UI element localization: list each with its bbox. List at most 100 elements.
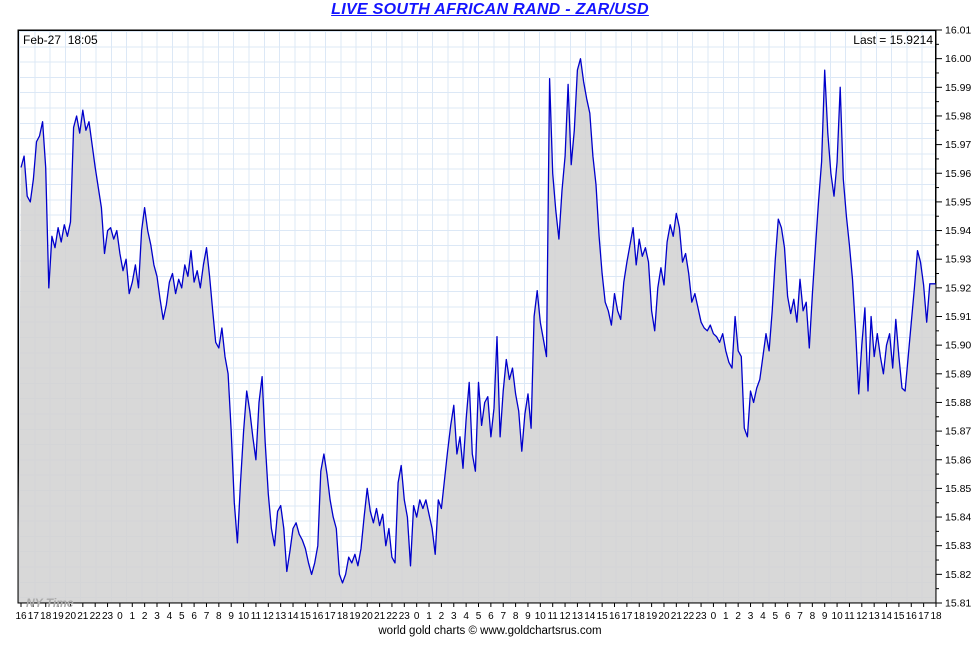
svg-text:8: 8 (810, 611, 816, 622)
svg-text:22: 22 (90, 611, 102, 622)
svg-text:18: 18 (634, 611, 646, 622)
svg-text:20: 20 (65, 611, 77, 622)
svg-text:4: 4 (167, 611, 173, 622)
svg-text:15: 15 (597, 611, 609, 622)
svg-text:13: 13 (275, 611, 287, 622)
svg-text:5: 5 (179, 611, 185, 622)
svg-text:14: 14 (881, 611, 893, 622)
svg-text:14: 14 (584, 611, 596, 622)
svg-text:12: 12 (263, 611, 275, 622)
svg-text:23: 23 (696, 611, 708, 622)
svg-text:9: 9 (525, 611, 531, 622)
svg-text:17: 17 (28, 611, 40, 622)
svg-text:15.84: 15.84 (945, 512, 971, 524)
svg-text:9: 9 (228, 611, 234, 622)
svg-text:15.97: 15.97 (945, 139, 971, 151)
svg-text:15.82: 15.82 (945, 569, 971, 581)
svg-text:17: 17 (621, 611, 633, 622)
svg-text:16: 16 (906, 611, 918, 622)
svg-text:5: 5 (476, 611, 482, 622)
svg-text:0: 0 (711, 611, 717, 622)
svg-text:15.99: 15.99 (945, 82, 971, 94)
svg-text:8: 8 (216, 611, 222, 622)
timezone-label: NY Time (26, 596, 74, 610)
svg-text:10: 10 (832, 611, 844, 622)
svg-text:21: 21 (374, 611, 386, 622)
svg-text:23: 23 (102, 611, 114, 622)
svg-text:15.83: 15.83 (945, 540, 971, 552)
svg-text:19: 19 (349, 611, 361, 622)
area-fill (18, 58, 936, 603)
svg-text:2: 2 (735, 611, 741, 622)
x-axis: 16 17 18 19 20 21 22 23 0 1 2 3 4 5 6 7 8 9 10 11 12 13 14 15 16… (15, 603, 942, 622)
svg-text:2: 2 (439, 611, 445, 622)
svg-text:7: 7 (797, 611, 803, 622)
svg-text:15: 15 (893, 611, 905, 622)
svg-text:15.96: 15.96 (945, 168, 971, 180)
svg-text:4: 4 (760, 611, 766, 622)
svg-text:21: 21 (77, 611, 89, 622)
svg-text:16.01: 16.01 (945, 25, 971, 37)
svg-text:19: 19 (646, 611, 658, 622)
svg-text:16: 16 (312, 611, 324, 622)
svg-text:8: 8 (513, 611, 519, 622)
svg-text:15.81: 15.81 (945, 598, 971, 610)
svg-text:15.93: 15.93 (945, 254, 971, 266)
svg-text:13: 13 (572, 611, 584, 622)
svg-text:11: 11 (251, 611, 262, 622)
copyright-caption: world gold charts © www.goldchartsrus.co… (378, 625, 602, 637)
y-axis: 15.81 15.82 15.83 15.84 15.85 15.86 15.87 15.88… (936, 25, 971, 610)
svg-text:15.89: 15.89 (945, 368, 971, 380)
svg-text:1: 1 (723, 611, 729, 622)
svg-text:20: 20 (658, 611, 670, 622)
svg-text:6: 6 (191, 611, 197, 622)
timestamp-label: Feb-27 18:05 (23, 33, 98, 47)
svg-text:3: 3 (451, 611, 457, 622)
svg-text:16: 16 (15, 611, 27, 622)
svg-text:10: 10 (238, 611, 250, 622)
svg-text:22: 22 (683, 611, 695, 622)
svg-text:15.85: 15.85 (945, 483, 971, 495)
svg-text:3: 3 (748, 611, 754, 622)
last-price-label: Last = 15.9214 (853, 33, 933, 47)
svg-text:11: 11 (844, 611, 855, 622)
svg-text:6: 6 (785, 611, 791, 622)
svg-text:20: 20 (362, 611, 374, 622)
svg-text:18: 18 (337, 611, 349, 622)
svg-text:15.95: 15.95 (945, 196, 971, 208)
svg-text:19: 19 (53, 611, 65, 622)
svg-text:15.98: 15.98 (945, 110, 971, 122)
svg-text:18: 18 (40, 611, 52, 622)
svg-text:1: 1 (426, 611, 432, 622)
svg-text:7: 7 (204, 611, 210, 622)
svg-text:16: 16 (609, 611, 621, 622)
svg-text:22: 22 (386, 611, 398, 622)
svg-text:17: 17 (325, 611, 337, 622)
svg-text:15.87: 15.87 (945, 426, 971, 438)
svg-text:14: 14 (287, 611, 299, 622)
svg-text:0: 0 (117, 611, 123, 622)
svg-text:4: 4 (463, 611, 469, 622)
svg-text:15.91: 15.91 (945, 311, 971, 323)
svg-text:15.90: 15.90 (945, 340, 971, 352)
svg-text:17: 17 (918, 611, 930, 622)
svg-text:18: 18 (930, 611, 942, 622)
svg-text:16.00: 16.00 (945, 53, 971, 65)
svg-text:23: 23 (399, 611, 411, 622)
svg-text:5: 5 (772, 611, 778, 622)
svg-text:9: 9 (822, 611, 828, 622)
svg-text:13: 13 (869, 611, 881, 622)
svg-text:12: 12 (559, 611, 571, 622)
chart-title: LIVE SOUTH AFRICAN RAND - ZAR/USD (331, 1, 649, 18)
svg-text:1: 1 (130, 611, 136, 622)
svg-text:10: 10 (535, 611, 547, 622)
svg-text:15.92: 15.92 (945, 282, 971, 294)
price-line (20, 58, 936, 584)
svg-text:15.94: 15.94 (945, 225, 971, 237)
svg-text:2: 2 (142, 611, 148, 622)
svg-text:15.88: 15.88 (945, 397, 971, 409)
svg-text:7: 7 (500, 611, 506, 622)
svg-text:15: 15 (300, 611, 312, 622)
